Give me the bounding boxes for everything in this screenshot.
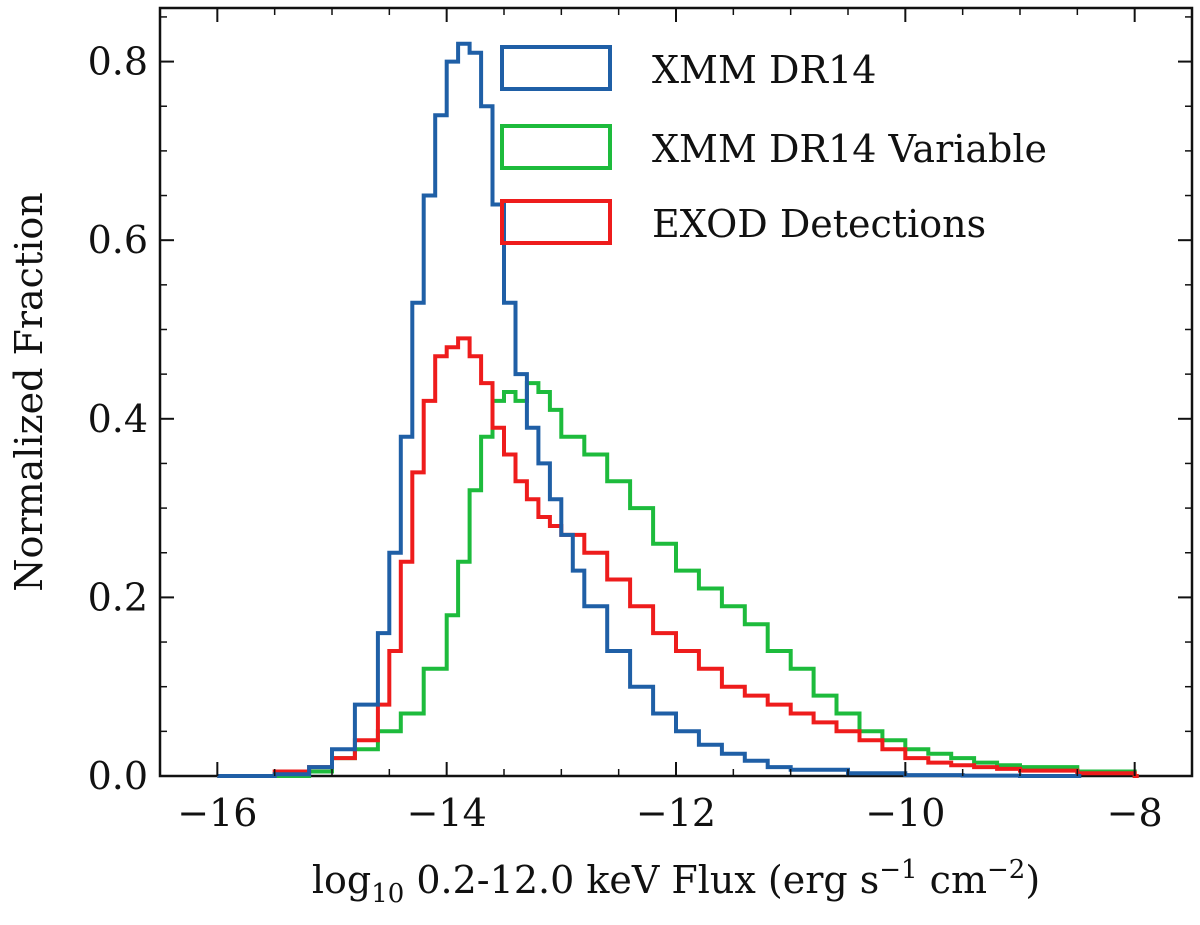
tick-layer: −16 −14 −12 −10 −8 0.0 0.2 0.4 0.6 0.8 — [88, 8, 1193, 835]
x-axis-title-suffix: ) — [1025, 858, 1040, 902]
legend: XMM DR14 XMM DR14 Variable EXOD Detectio… — [500, 45, 1047, 246]
legend-label-exod-detections: EXOD Detections — [652, 202, 986, 246]
x-tick-label: −10 — [865, 791, 945, 835]
legend-swatch-xmm-dr14-variable — [500, 124, 612, 170]
x-axis-title-sup2: −2 — [987, 855, 1025, 885]
legend-label-xmm-dr14-variable: XMM DR14 Variable — [652, 127, 1047, 171]
legend-label-xmm-dr14: XMM DR14 — [652, 48, 876, 92]
x-axis-title-mid2: cm — [918, 858, 987, 902]
x-axis-title-sup1: −1 — [879, 855, 917, 885]
x-tick-label: −14 — [407, 791, 487, 835]
series-line-exod-detections — [217, 336, 1139, 778]
x-axis-title-prefix: log — [312, 858, 371, 902]
legend-swatch-xmm-dr14 — [500, 45, 612, 91]
series-line-xmm-dr14 — [217, 41, 1082, 778]
y-tick-label: 0.2 — [88, 575, 148, 619]
series-line-xmm-dr14-variable — [217, 381, 1139, 778]
x-tick-label: −8 — [1107, 791, 1163, 835]
y-tick-label: 0.0 — [88, 754, 148, 798]
legend-swatch-exod-detections — [500, 199, 612, 245]
y-tick-label: 0.4 — [88, 397, 148, 441]
series-layer — [217, 41, 1139, 778]
x-tick-label: −16 — [177, 791, 257, 835]
x-axis-title: log10 0.2-12.0 keV Flux (erg s−1 cm−2) — [312, 855, 1040, 909]
x-axis-title-sub: 10 — [371, 879, 404, 909]
x-axis-title-middle: 0.2-12.0 keV Flux (erg s — [404, 858, 879, 902]
y-tick-label: 0.8 — [88, 40, 148, 84]
y-tick-label: 0.6 — [88, 218, 148, 262]
x-tick-label: −12 — [636, 791, 716, 835]
plot-frame — [158, 6, 1194, 778]
y-axis-title: Normalized Fraction — [7, 192, 51, 591]
